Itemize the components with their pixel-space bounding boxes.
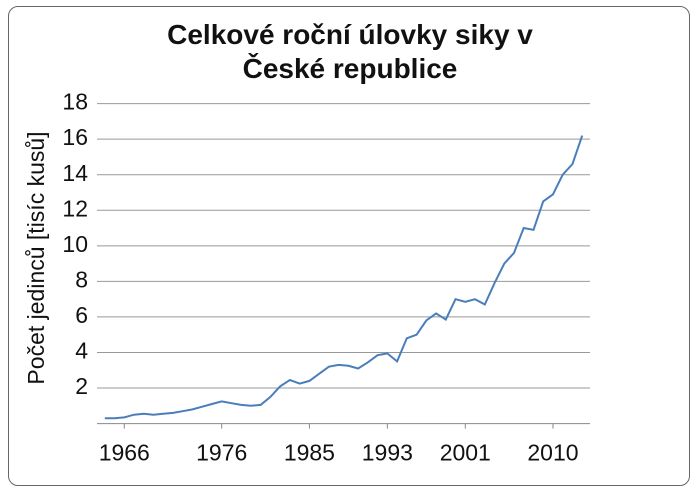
y-tick-label: 4	[75, 338, 88, 364]
y-tick-label: 14	[62, 160, 88, 186]
chart-frame	[8, 6, 690, 486]
chart-title: Celkové roční úlovky siky v České republ…	[167, 19, 533, 84]
x-tick-label: 2010	[527, 440, 578, 466]
y-tick-label: 10	[62, 231, 88, 257]
x-tick-label: 2001	[440, 440, 491, 466]
y-tick-label: 2	[75, 373, 88, 399]
y-tick-label: 18	[62, 89, 88, 115]
x-tick-label: 1985	[284, 440, 335, 466]
y-axis-label: Počet jedinců [tisíc kusů]	[23, 131, 49, 384]
x-tick-label: 1993	[362, 440, 413, 466]
y-tick-label: 12	[62, 195, 88, 221]
x-tick-label: 1976	[196, 440, 247, 466]
y-tick-label: 8	[75, 266, 88, 292]
y-tick-label: 6	[75, 302, 88, 328]
y-tick-label: 16	[62, 124, 88, 150]
data-line	[104, 135, 584, 420]
x-tick-label: 1966	[99, 440, 150, 466]
